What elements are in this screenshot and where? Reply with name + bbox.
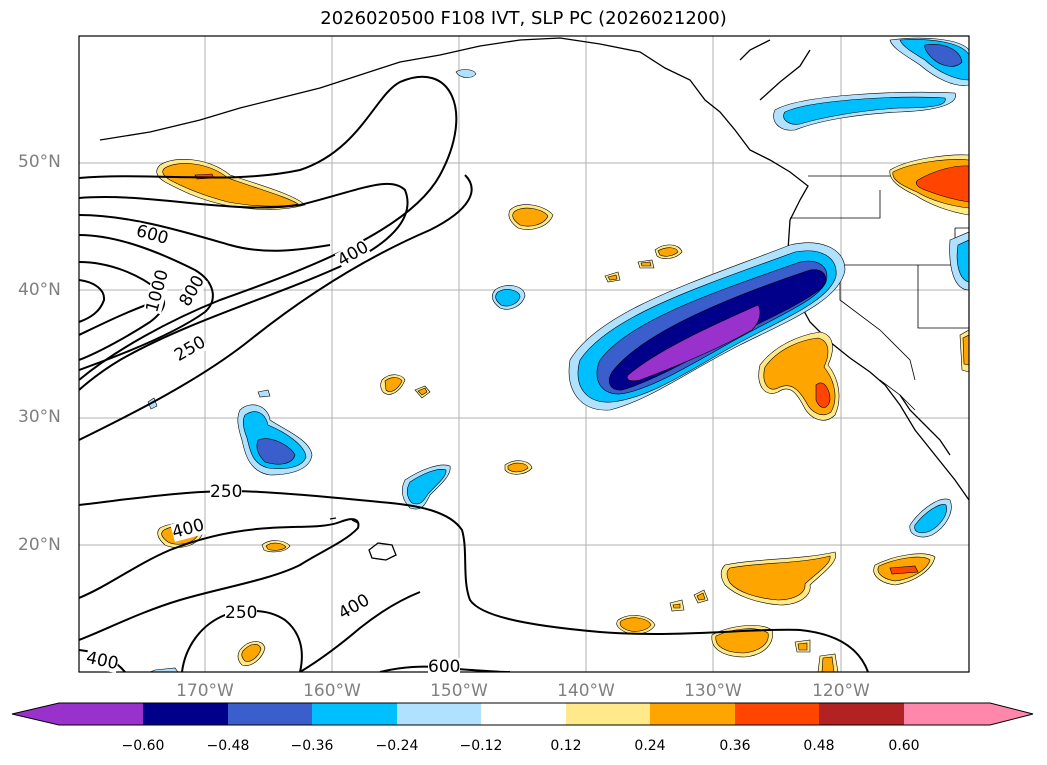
ivt-shading-negative (147, 37, 969, 672)
colorbar-cell (481, 703, 566, 725)
lat-label-20n: 20°N (18, 535, 61, 555)
colorbar-cell (904, 703, 990, 725)
colorbar-tick: −0.60 (121, 738, 165, 754)
lon-label-150w: 150°W (430, 681, 488, 701)
colorbar-cell (650, 703, 735, 725)
map-title: 2026020500 F108 IVT, SLP PC (2026021200) (320, 8, 727, 29)
colorbar-cells (12, 703, 1033, 725)
colorbar-tick: −0.48 (206, 738, 250, 754)
colorbar-tick: 0.36 (719, 738, 751, 754)
coastline (99, 37, 969, 561)
colorbar-tick: −0.12 (459, 738, 503, 754)
colorbar-tick: 0.60 (888, 738, 920, 754)
colorbar-tick: −0.24 (375, 738, 419, 754)
lon-label-130w: 130°W (684, 681, 742, 701)
lon-label-160w: 160°W (303, 681, 361, 701)
colorbar-cell (566, 703, 650, 725)
ivt-shading-positive (156, 154, 969, 672)
colorbar-tick: 0.24 (634, 738, 666, 754)
contour-label: 250 (225, 603, 258, 623)
lon-label-120w: 120°W (812, 681, 870, 701)
gridlines (79, 36, 969, 672)
colorbar-cell (397, 703, 481, 725)
lon-label-140w: 140°W (557, 681, 615, 701)
colorbar-cell (228, 703, 312, 725)
lon-label-170w: 170°W (176, 681, 234, 701)
colorbar-outline (11, 702, 1034, 726)
colorbar (11, 702, 1034, 726)
contour-label: 600 (428, 657, 461, 677)
colorbar-extend-low (12, 703, 59, 725)
lat-label-30n: 30°N (18, 407, 61, 427)
colorbar-cell (735, 703, 819, 725)
colorbar-cell (312, 703, 397, 725)
contour-label: 250 (210, 482, 243, 502)
lat-label-50n: 50°N (18, 152, 61, 172)
colorbar-tick: 0.12 (550, 738, 582, 754)
borders (790, 175, 969, 411)
colorbar-cell (819, 703, 904, 725)
lat-label-40n: 40°N (18, 280, 61, 300)
colorbar-tick: 0.48 (803, 738, 835, 754)
colorbar-extend-high (990, 703, 1033, 725)
colorbar-tick: −0.36 (290, 738, 334, 754)
map-panel (78, 35, 970, 673)
colorbar-cell (143, 703, 228, 725)
slp-contours (79, 75, 869, 672)
colorbar-cell (59, 703, 143, 725)
